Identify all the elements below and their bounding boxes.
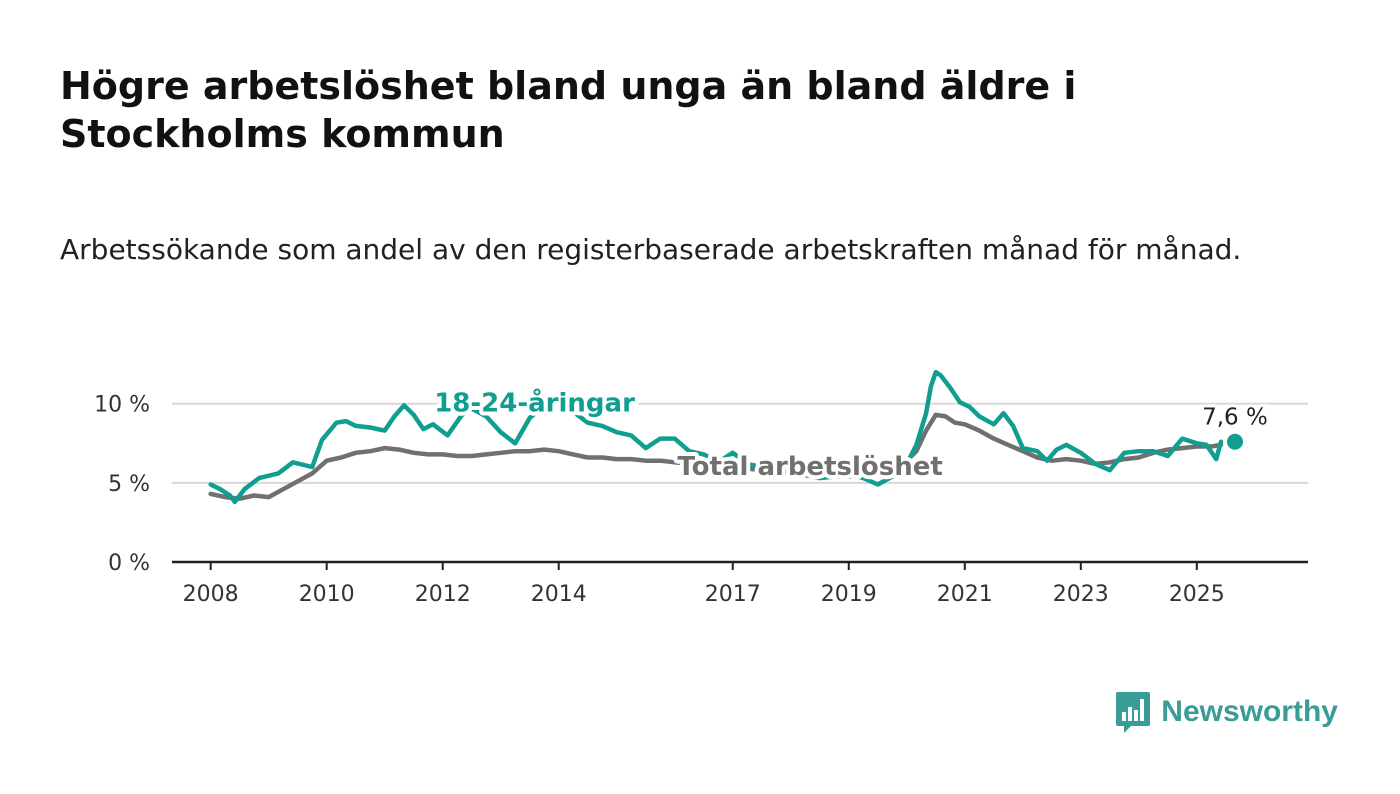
x-tick-label: 2008 xyxy=(183,582,239,607)
x-tick-label: 2021 xyxy=(937,582,993,607)
y-tick-label: 0 % xyxy=(108,551,150,576)
series-label: 18-24-åringar xyxy=(434,387,635,419)
newsworthy-logo: Newsworthy xyxy=(1115,690,1338,734)
x-tick-label: 2019 xyxy=(821,582,877,607)
chart-subtitle: Arbetssökande som andel av den registerb… xyxy=(60,233,1242,266)
bar-chart-icon xyxy=(1116,692,1151,733)
x-tick-label: 2012 xyxy=(415,582,471,607)
brand-name: Newsworthy xyxy=(1161,695,1338,728)
y-tick-label: 5 % xyxy=(108,472,150,497)
x-tick-label: 2010 xyxy=(299,582,355,607)
x-tick-label: 2014 xyxy=(531,582,587,607)
series-layer xyxy=(208,369,1224,505)
series-label: Total arbetslöshet xyxy=(677,452,942,482)
grid-layer: 0 % 5 % 10 % 2008 2010 2012 2014 2017 2019 2021 20… xyxy=(94,393,1308,607)
y-tick-label: 10 % xyxy=(94,393,150,418)
end-point-marker xyxy=(1226,433,1243,450)
end-value-label: 7,6 % xyxy=(1202,405,1268,431)
series-line xyxy=(208,412,1224,501)
label-layer: Total arbetslöshet 18-24-åringar 7,6 % xyxy=(430,383,1271,486)
series-line xyxy=(208,369,1224,505)
x-tick-label: 2017 xyxy=(705,582,761,607)
x-tick-label: 2025 xyxy=(1169,582,1225,607)
line-chart: 0 % 5 % 10 % 2008 2010 2012 2014 2017 2019 2021 20… xyxy=(94,369,1308,607)
chart-title: Högre arbetslöshet bland unga än bland ä… xyxy=(60,64,1077,156)
x-tick-label: 2023 xyxy=(1053,582,1109,607)
